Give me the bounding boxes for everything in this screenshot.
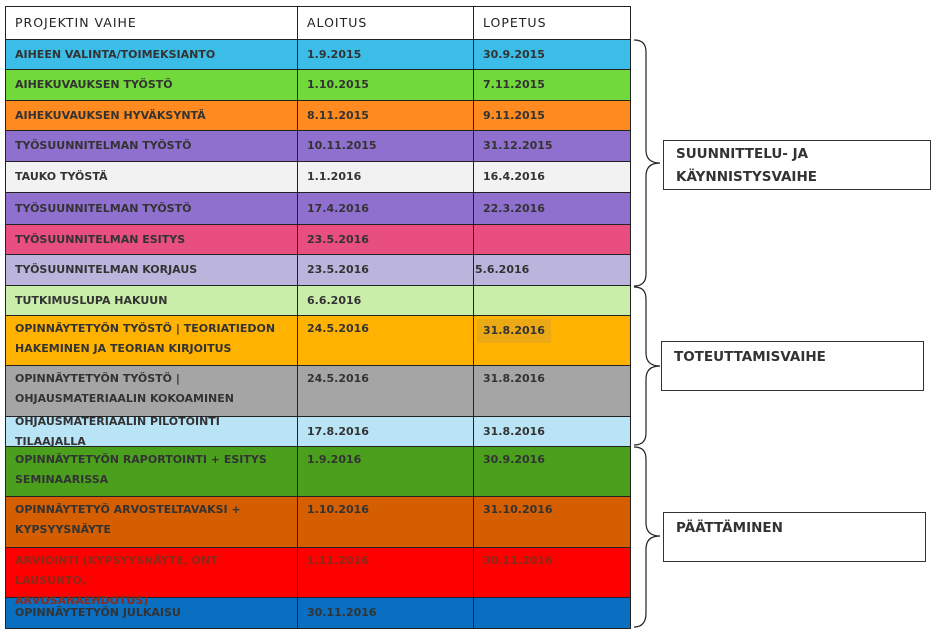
- phase-box-closing: PÄÄTTÄMINEN: [663, 512, 926, 562]
- phase-line: SEMINAARISSA: [15, 473, 109, 486]
- phase-cell: OHJAUSMATERIAALIN PILOTOINTI TILAAJALLA: [6, 415, 298, 448]
- phase-cell: OPINNÄYTETYÖ ARVOSTELTAVAKSI + KYPSYYSNÄ…: [6, 497, 298, 547]
- table-header-row: PROJEKTIN VAIHE ALOITUS LOPETUS: [6, 7, 631, 40]
- end-cell: 5.6.2016: [474, 255, 631, 285]
- table-row: TYÖSUUNNITELMAN TYÖSTÖ 17.4.2016 22.3.20…: [6, 193, 631, 225]
- table-row: OPINNÄYTETYÖ ARVOSTELTAVAKSI + KYPSYYSNÄ…: [6, 497, 631, 548]
- phase-cell: OPINNÄYTETYÖN TYÖSTÖ | TEORIATIEDON HAKE…: [6, 316, 298, 365]
- start-cell: 1.10.2015: [298, 70, 474, 100]
- end-cell: 31.12.2015: [474, 131, 631, 161]
- phase-label-line: KÄYNNISTYSVAIHE: [676, 169, 817, 185]
- phase-cell: AIHEKUVAUKSEN TYÖSTÖ: [6, 70, 298, 100]
- end-cell: 30.9.2015: [474, 40, 631, 69]
- phase-line: OPINNÄYTETYÖN TYÖSTÖ | TEORIATIEDON: [15, 322, 276, 335]
- table-row: OPINNÄYTETYÖN TYÖSTÖ | TEORIATIEDON HAKE…: [6, 316, 631, 366]
- end-cell: 22.3.2016: [474, 193, 631, 224]
- end-cell: 16.4.2016: [474, 162, 631, 192]
- highlighted-date: 31.8.2016: [477, 319, 551, 343]
- end-cell: 30.11.2016: [474, 548, 631, 597]
- phase-line: OPINNÄYTETYÖN RAPORTOINTI + ESITYS: [15, 453, 267, 466]
- start-cell: 23.5.2016: [298, 225, 474, 254]
- start-cell: 1.10.2016: [298, 497, 474, 547]
- start-cell: 8.11.2015: [298, 101, 474, 130]
- phase-line: OPINNÄYTETYÖ ARVOSTELTAVAKSI +: [15, 503, 241, 516]
- phase-label: PÄÄTTÄMINEN: [676, 520, 783, 536]
- start-cell: 1.1.2016: [298, 162, 474, 192]
- start-cell: 1.9.2015: [298, 40, 474, 69]
- start-cell: 17.8.2016: [298, 417, 474, 446]
- start-cell: 1.9.2016: [298, 447, 474, 496]
- phase-line: OPINNÄYTETYÖN TYÖSTÖ |: [15, 372, 180, 385]
- phase-cell: AIHEKUVAUKSEN HYVÄKSYNTÄ: [6, 101, 298, 130]
- start-cell: 24.5.2016: [298, 366, 474, 416]
- start-cell: 23.5.2016: [298, 255, 474, 285]
- schedule-table: PROJEKTIN VAIHE ALOITUS LOPETUS AIHEEN V…: [5, 6, 631, 629]
- phase-cell: TAUKO TYÖSTÄ: [6, 162, 298, 192]
- table-row: AIHEKUVAUKSEN HYVÄKSYNTÄ 8.11.2015 9.11.…: [6, 101, 631, 131]
- header-end: LOPETUS: [474, 7, 631, 39]
- table-row: TYÖSUUNNITELMAN KORJAUS 23.5.2016 5.6.20…: [6, 255, 631, 286]
- end-cell: 31.8.2016: [474, 417, 631, 446]
- start-cell: 30.11.2016: [298, 598, 474, 628]
- phase-cell: TYÖSUUNNITELMAN KORJAUS: [6, 255, 298, 285]
- start-cell: 17.4.2016: [298, 193, 474, 224]
- phase-line: HAKEMINEN JA TEORIAN KIRJOITUS: [15, 342, 232, 355]
- phase-cell: TUTKIMUSLUPA HAKUUN: [6, 286, 298, 315]
- header-phase: PROJEKTIN VAIHE: [6, 7, 298, 39]
- end-cell: 7.11.2015: [474, 70, 631, 100]
- table-row: OPINNÄYTETYÖN TYÖSTÖ | OHJAUSMATERIAALIN…: [6, 366, 631, 417]
- end-cell: 9.11.2015: [474, 101, 631, 130]
- phase-cell: OPINNÄYTETYÖN RAPORTOINTI + ESITYS SEMIN…: [6, 447, 298, 496]
- table-row: OPINNÄYTETYÖN RAPORTOINTI + ESITYS SEMIN…: [6, 447, 631, 497]
- phase-cell: OPINNÄYTETYÖN JULKAISU: [6, 598, 298, 628]
- end-cell: [474, 286, 631, 315]
- start-cell: 24.5.2016: [298, 316, 474, 365]
- phase-cell: AIHEEN VALINTA/TOIMEKSIANTO: [6, 40, 298, 69]
- start-cell: 10.11.2015: [298, 131, 474, 161]
- end-cell: [474, 225, 631, 254]
- brace-closing: [633, 446, 661, 628]
- table-row: TAUKO TYÖSTÄ 1.1.2016 16.4.2016: [6, 162, 631, 193]
- table-row: OHJAUSMATERIAALIN PILOTOINTI TILAAJALLA …: [6, 415, 631, 448]
- end-cell: 31.8.2016: [474, 316, 631, 365]
- phase-cell: OPINNÄYTETYÖN TYÖSTÖ | OHJAUSMATERIAALIN…: [6, 366, 298, 416]
- phase-cell: TYÖSUUNNITELMAN ESITYS: [6, 225, 298, 254]
- end-cell: 31.10.2016: [474, 497, 631, 547]
- phase-box-planning: SUUNNITTELU- JA KÄYNNISTYSVAIHE: [663, 140, 931, 190]
- table-row: ARVIOINTI (KYPSYYSNÄYTE, ONT LAUSUNTO, A…: [6, 548, 631, 607]
- phase-cell: TYÖSUUNNITELMAN TYÖSTÖ: [6, 193, 298, 224]
- phase-label: TOTEUTTAMISVAIHE: [674, 349, 826, 365]
- phase-line: ARVIOINTI (KYPSYYSNÄYTE, ONT LAUSUNTO,: [15, 554, 218, 587]
- phase-box-implementation: TOTEUTTAMISVAIHE: [661, 341, 924, 391]
- phase-line: OHJAUSMATERIAALIN KOKOAMINEN: [15, 392, 234, 405]
- start-cell: 6.6.2016: [298, 286, 474, 315]
- table-row: TYÖSUUNNITELMAN ESITYS 23.5.2016: [6, 225, 631, 255]
- table-row: TYÖSUUNNITELMAN TYÖSTÖ 10.11.2015 31.12.…: [6, 131, 631, 162]
- table-row: OPINNÄYTETYÖN JULKAISU 30.11.2016: [6, 598, 631, 629]
- end-cell: 31.8.2016: [474, 366, 631, 416]
- brace-planning: [633, 39, 661, 287]
- table-row: TUTKIMUSLUPA HAKUUN 6.6.2016: [6, 286, 631, 316]
- end-cell: [474, 598, 631, 628]
- phase-line: ARVOSANAEHDOTUS): [15, 594, 149, 607]
- phase-cell: TYÖSUUNNITELMAN TYÖSTÖ: [6, 131, 298, 161]
- phase-line: KYPSYYSNÄYTE: [15, 523, 111, 536]
- brace-implementation: [633, 286, 661, 446]
- phase-cell: ARVIOINTI (KYPSYYSNÄYTE, ONT LAUSUNTO, A…: [6, 548, 298, 607]
- header-start: ALOITUS: [298, 7, 474, 39]
- phase-label-line: SUUNNITTELU- JA: [676, 146, 809, 162]
- start-cell: 1.11.2016: [298, 548, 474, 597]
- end-cell: 30.9.2016: [474, 447, 631, 496]
- table-row: AIHEEN VALINTA/TOIMEKSIANTO 1.9.2015 30.…: [6, 40, 631, 70]
- table-row: AIHEKUVAUKSEN TYÖSTÖ 1.10.2015 7.11.2015: [6, 70, 631, 101]
